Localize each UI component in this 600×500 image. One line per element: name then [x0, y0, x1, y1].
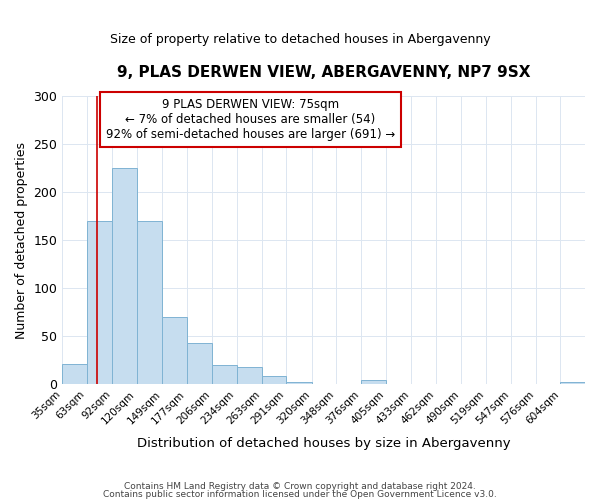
- Text: Size of property relative to detached houses in Abergavenny: Size of property relative to detached ho…: [110, 32, 490, 46]
- X-axis label: Distribution of detached houses by size in Abergavenny: Distribution of detached houses by size …: [137, 437, 511, 450]
- Bar: [286, 382, 312, 384]
- Text: 9 PLAS DERWEN VIEW: 75sqm
← 7% of detached houses are smaller (54)
92% of semi-d: 9 PLAS DERWEN VIEW: 75sqm ← 7% of detach…: [106, 98, 395, 141]
- Bar: [112, 168, 137, 384]
- Bar: [162, 317, 187, 384]
- Bar: [262, 376, 286, 384]
- Text: Contains HM Land Registry data © Crown copyright and database right 2024.: Contains HM Land Registry data © Crown c…: [124, 482, 476, 491]
- Bar: [212, 365, 236, 384]
- Bar: [361, 380, 386, 384]
- Bar: [137, 221, 162, 384]
- Bar: [87, 221, 112, 384]
- Bar: [187, 343, 212, 384]
- Text: Contains public sector information licensed under the Open Government Licence v3: Contains public sector information licen…: [103, 490, 497, 499]
- Bar: [236, 367, 262, 384]
- Bar: [62, 364, 87, 384]
- Title: 9, PLAS DERWEN VIEW, ABERGAVENNY, NP7 9SX: 9, PLAS DERWEN VIEW, ABERGAVENNY, NP7 9S…: [117, 65, 530, 80]
- Y-axis label: Number of detached properties: Number of detached properties: [15, 142, 28, 339]
- Bar: [560, 382, 585, 384]
